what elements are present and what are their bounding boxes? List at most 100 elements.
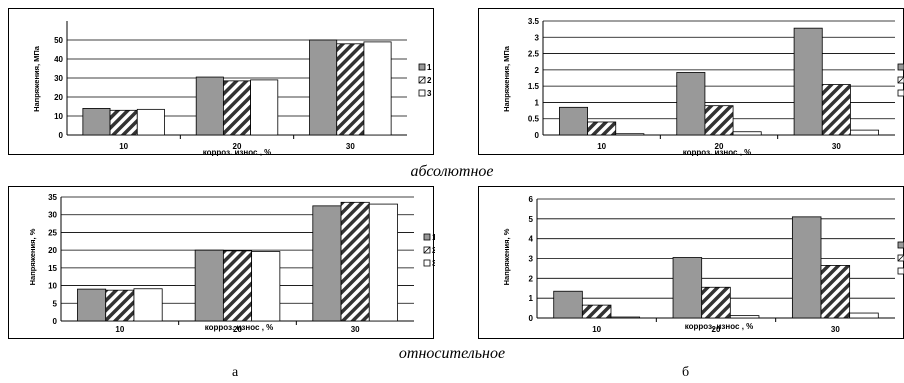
bar-series-3-cat-30 <box>849 312 879 319</box>
y-tick-label: 2 <box>529 274 534 283</box>
bar-series-2-cat-10 <box>109 109 138 136</box>
bar-series-2-cat-30 <box>340 201 370 322</box>
x-axis-label: корроз. износ , % <box>205 323 274 332</box>
bar-series-3-cat-30 <box>850 129 879 136</box>
bar-series-3-cat-10 <box>610 316 641 319</box>
x-axis-label: корроз. износ , % <box>685 322 754 331</box>
bar-series-1-cat-20 <box>676 72 706 136</box>
bar-series-3-cat-20 <box>251 251 281 322</box>
y-tick-label: 3 <box>529 255 534 264</box>
legend-swatch <box>897 63 904 71</box>
chart-panel-a-absolute: 0 10 20 30 40 50 10 20 30 корроз. износ , % Напряж… <box>8 8 434 156</box>
y-tick-label: 5 <box>529 215 534 224</box>
x-tick-label: 30 <box>346 142 355 151</box>
x-tick-label: 10 <box>119 142 128 151</box>
y-tick-label: 1 <box>535 98 540 107</box>
x-tick-label: 20 <box>233 142 242 151</box>
bar-series-2-cat-10 <box>581 304 612 319</box>
bar-series-3-cat-10 <box>136 108 165 136</box>
y-tick-label: 30 <box>54 74 63 83</box>
bar-series-1-cat-10 <box>559 106 588 136</box>
y-tick-label: 0 <box>53 317 58 326</box>
legend-hatch-mark <box>423 246 431 254</box>
chart-panel-b-absolute: 0 0.5 1 1.5 2 2.5 3 3.5 10 20 30 корроз. износ , % Н… <box>478 8 904 156</box>
bar-series-2-cat-10 <box>587 121 617 136</box>
chart-b-abs-svg: 0 0.5 1 1.5 2 2.5 3 3.5 10 20 30 корроз. износ , % Н… <box>502 17 904 156</box>
bar-series-1-cat-10 <box>77 288 107 322</box>
bar-series-2-cat-20 <box>222 80 251 136</box>
legend-swatch <box>423 233 431 241</box>
bar-series-3-cat-10 <box>133 288 163 322</box>
y-tick-label: 10 <box>54 112 63 121</box>
bar-series-1-cat-30 <box>793 27 823 136</box>
legend-label: 1 <box>427 63 432 72</box>
y-tick-label: 25 <box>48 228 57 237</box>
legend-label: 2 <box>427 76 432 85</box>
bar-series-2-cat-20 <box>701 286 731 319</box>
y-tick-label: 1.5 <box>528 82 540 91</box>
y-tick-label: 4 <box>529 235 534 244</box>
caption-relative: относительное <box>398 345 506 362</box>
legend-swatch <box>897 241 904 249</box>
y-tick-label: 0 <box>529 314 534 323</box>
caption-absolute: абсолютное <box>410 163 494 180</box>
x-tick-label: 30 <box>831 325 840 334</box>
bar-series-1-cat-30 <box>312 205 342 322</box>
y-tick-label: 10 <box>48 282 57 291</box>
y-tick-label: 50 <box>54 36 63 45</box>
y-tick-label: 35 <box>48 193 57 202</box>
y-tick-label: 3.5 <box>528 17 540 26</box>
bar-series-1-cat-10 <box>553 290 583 319</box>
bar-series-2-cat-30 <box>820 265 851 319</box>
chart-a-abs-svg: 0 10 20 30 40 50 10 20 30 корроз. износ , % Напряж… <box>32 21 432 156</box>
y-tick-label: 0.5 <box>528 115 540 124</box>
bar-series-1-cat-10 <box>82 108 111 136</box>
legend-label: 3 <box>427 89 432 98</box>
y-tick-label: 2.5 <box>528 50 540 59</box>
legend-swatch <box>897 89 904 97</box>
y-tick-label: 6 <box>529 195 534 204</box>
bar-series-1-cat-30 <box>309 39 338 136</box>
bar-series-2-cat-10 <box>105 289 135 322</box>
legend-swatch <box>423 259 431 267</box>
panel-letter-a: а <box>232 365 239 380</box>
bar-series-1-cat-20 <box>195 76 224 136</box>
x-tick-label: 30 <box>832 142 841 151</box>
bar-series-1-cat-20 <box>672 257 703 319</box>
x-axis-label: корроз. износ , % <box>683 148 752 156</box>
y-axis-label: Напряжения, МПа <box>502 45 511 112</box>
y-axis-label: Напряжения, % <box>502 228 511 285</box>
y-tick-label: 20 <box>48 246 57 255</box>
y-tick-label: 0 <box>59 131 64 140</box>
bar-series-3-cat-20 <box>729 315 760 319</box>
x-tick-label: 20 <box>715 142 724 151</box>
chart-panel-b-relative: 0 1 2 3 4 5 6 10 20 30 корроз. износ , % Напряжения… <box>478 186 904 339</box>
bar-series-2-cat-20 <box>704 105 734 136</box>
x-tick-label: 10 <box>592 325 601 334</box>
legend-swatch <box>418 89 426 97</box>
legend-hatch-mark <box>897 254 904 262</box>
y-tick-label: 3 <box>535 33 540 42</box>
y-tick-label: 2 <box>535 66 540 75</box>
bar-series-1-cat-30 <box>791 216 822 319</box>
bar-series-3-cat-10 <box>615 133 645 136</box>
chart-panel-a-relative: 0 5 10 15 20 25 30 35 10 20 30 корроз. износ , % Нап… <box>8 186 435 339</box>
x-tick-label: 10 <box>115 325 124 334</box>
legend-swatch <box>897 267 904 275</box>
bar-series-2-cat-30 <box>336 43 365 136</box>
legend-hatch-mark <box>897 76 904 84</box>
y-tick-label: 0 <box>535 131 540 140</box>
chart-a-rel-svg: 0 5 10 15 20 25 30 35 10 20 30 корроз. износ , % Нап… <box>28 193 435 334</box>
bar-series-2-cat-20 <box>222 250 253 322</box>
legend-label: 1 <box>432 233 435 242</box>
bar-series-3-cat-20 <box>732 131 762 136</box>
x-axis-label: корроз. износ , % <box>203 148 272 156</box>
legend-swatch <box>418 63 426 71</box>
y-axis-label: Напряжения, МПа <box>32 45 41 112</box>
x-tick-label: 20 <box>233 325 242 334</box>
legend-label: 2 <box>432 246 435 255</box>
legend-hatch-mark <box>418 76 426 84</box>
y-axis-label: Напряжения, % <box>28 228 37 285</box>
x-tick-label: 30 <box>351 325 360 334</box>
bar-series-3-cat-30 <box>368 203 398 322</box>
